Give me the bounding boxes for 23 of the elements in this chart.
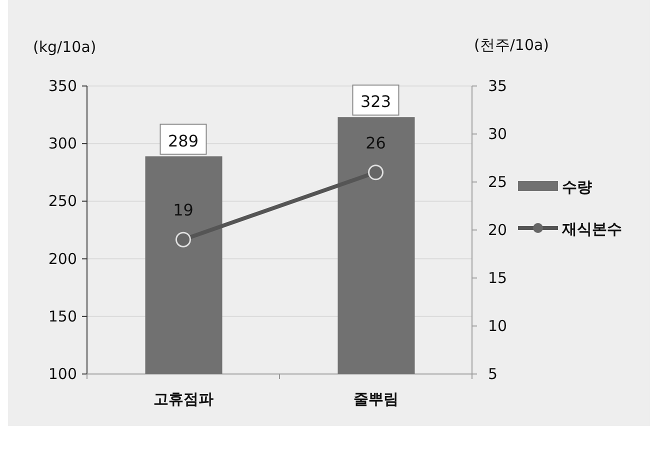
legend-label: 수량 <box>562 178 592 196</box>
data-label: 289 <box>168 131 199 150</box>
legend-label: 재식본수 <box>561 220 622 238</box>
y-tick-label: 350 <box>48 77 77 95</box>
y2-tick-label: 15 <box>488 269 508 287</box>
x-tick-label: 줄뿌림 <box>353 390 398 408</box>
y2-tick-label: 5 <box>488 365 498 383</box>
y-tick-label: 100 <box>48 365 77 383</box>
y-tick-label: 250 <box>48 192 77 210</box>
y2-tick-label: 35 <box>488 77 508 95</box>
y-tick-label: 150 <box>48 307 77 326</box>
y-tick-label: 300 <box>48 134 77 153</box>
y2-tick-label: 20 <box>488 221 508 239</box>
y2-tick-label: 25 <box>488 173 508 191</box>
data-label: 26 <box>366 133 386 152</box>
y-tick-label: 200 <box>48 250 77 268</box>
y2-axis-title: (천주/10a) <box>474 36 550 54</box>
data-label: 19 <box>173 200 194 220</box>
x-tick-label: 고휴점파 <box>153 390 214 408</box>
y2-tick-label: 10 <box>488 317 508 335</box>
y-axis-title: (kg/10a) <box>33 38 96 56</box>
data-label: 323 <box>360 92 392 112</box>
y2-tick-label: 30 <box>488 125 508 143</box>
